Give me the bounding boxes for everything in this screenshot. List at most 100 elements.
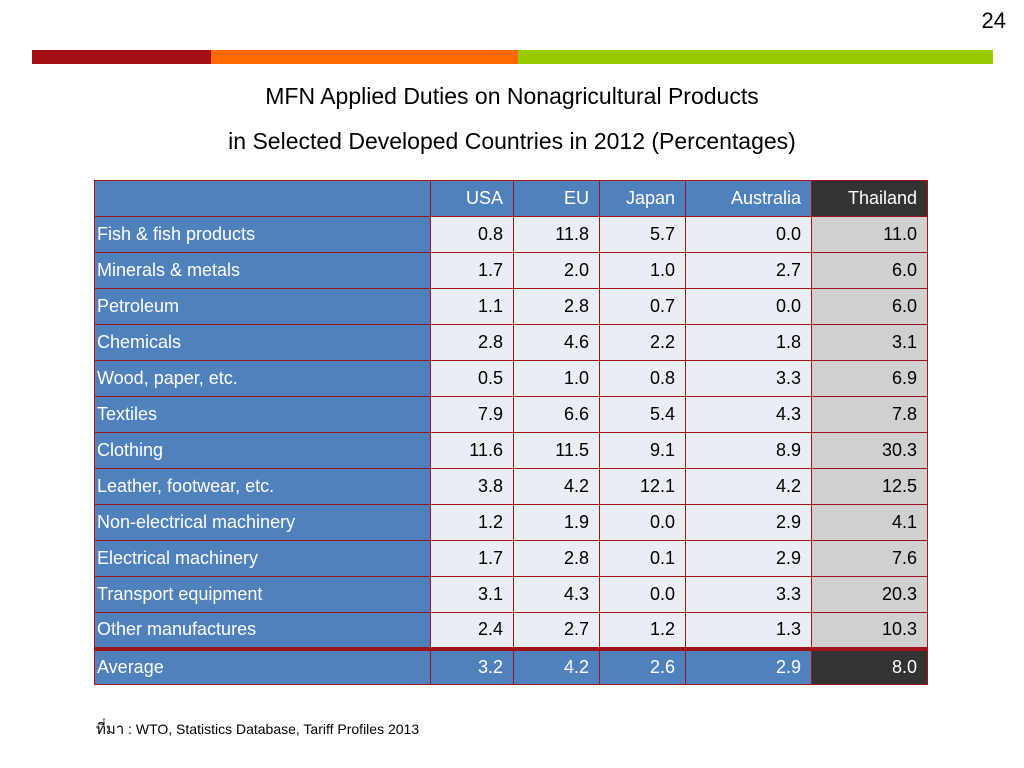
table-row: Textiles 7.9 6.6 5.4 4.3 7.8 (94, 396, 928, 433)
value-cell: 11.8 (513, 216, 600, 253)
value-cell: 3.2 (430, 646, 514, 685)
header-corner (94, 180, 431, 217)
source-note: ที่มา : WTO, Statistics Database, Tariff… (96, 717, 419, 741)
row-label: Electrical machinery (94, 540, 431, 577)
table-row: Minerals & metals 1.7 2.0 1.0 2.7 6.0 (94, 252, 928, 289)
value-cell: 4.2 (513, 468, 600, 505)
value-cell: 1.9 (513, 504, 600, 541)
value-cell: 5.4 (599, 396, 686, 433)
value-cell: 0.8 (430, 216, 514, 253)
value-cell: 20.3 (811, 576, 928, 613)
table-row: Leather, footwear, etc. 3.8 4.2 12.1 4.2 12.5 (94, 468, 928, 505)
value-cell: 7.8 (811, 396, 928, 433)
value-cell: 8.9 (685, 432, 812, 469)
value-cell: 1.7 (430, 540, 514, 577)
row-label: Fish & fish products (94, 216, 431, 253)
header-thailand: Thailand (811, 180, 928, 217)
value-cell: 3.3 (685, 576, 812, 613)
value-cell: 2.9 (685, 540, 812, 577)
row-label: Average (94, 646, 431, 685)
title-line-1: MFN Applied Duties on Nonagricultural Pr… (265, 83, 759, 109)
table-row: Electrical machinery 1.7 2.8 0.1 2.9 7.6 (94, 540, 928, 577)
value-cell: 4.2 (513, 646, 600, 685)
row-label: Wood, paper, etc. (94, 360, 431, 397)
table-row: Wood, paper, etc. 0.5 1.0 0.8 3.3 6.9 (94, 360, 928, 397)
value-cell: 3.3 (685, 360, 812, 397)
value-cell: 4.3 (513, 576, 600, 613)
value-cell: 1.2 (599, 612, 686, 649)
page-number: 24 (981, 8, 1006, 33)
header-japan: Japan (599, 180, 686, 217)
value-cell: 12.5 (811, 468, 928, 505)
value-cell: 2.6 (599, 646, 686, 685)
value-cell: 2.7 (685, 252, 812, 289)
value-cell: 1.0 (599, 252, 686, 289)
value-cell: 2.7 (513, 612, 600, 649)
tariff-table: USA EU Japan Australia Thailand Fish & f… (94, 180, 928, 685)
value-cell: 3.8 (430, 468, 514, 505)
value-cell: 2.0 (513, 252, 600, 289)
value-cell: 6.0 (811, 288, 928, 325)
value-cell: 1.1 (430, 288, 514, 325)
table-header-row: USA EU Japan Australia Thailand (94, 180, 928, 217)
row-label: Chemicals (94, 324, 431, 361)
row-label: Leather, footwear, etc. (94, 468, 431, 505)
value-cell: 6.0 (811, 252, 928, 289)
header-eu: EU (513, 180, 600, 217)
value-cell: 0.0 (599, 576, 686, 613)
bar-segment-green (518, 50, 993, 64)
value-cell: 2.8 (513, 540, 600, 577)
table-row: Other manufactures 2.4 2.7 1.2 1.3 10.3 (94, 612, 928, 649)
value-cell: 1.3 (685, 612, 812, 649)
row-label: Minerals & metals (94, 252, 431, 289)
value-cell: 4.6 (513, 324, 600, 361)
value-cell: 2.8 (513, 288, 600, 325)
value-cell: 5.7 (599, 216, 686, 253)
value-cell: 0.8 (599, 360, 686, 397)
source-text: : WTO, Statistics Database, Tariff Profi… (124, 721, 420, 737)
table-row: Fish & fish products 0.8 11.8 5.7 0.0 11.0 (94, 216, 928, 253)
value-cell: 11.5 (513, 432, 600, 469)
table-row: Clothing 11.6 11.5 9.1 8.9 30.3 (94, 432, 928, 469)
bar-segment-red (32, 50, 211, 64)
value-cell: 11.6 (430, 432, 514, 469)
bar-segment-orange (211, 50, 518, 64)
value-cell: 0.1 (599, 540, 686, 577)
table-row: Non-electrical machinery 1.2 1.9 0.0 2.9 4.1 (94, 504, 928, 541)
value-cell: 7.6 (811, 540, 928, 577)
value-cell: 3.1 (430, 576, 514, 613)
value-cell: 11.0 (811, 216, 928, 253)
row-label: Petroleum (94, 288, 431, 325)
value-cell: 0.5 (430, 360, 514, 397)
source-label: ที่มา (96, 720, 125, 738)
value-cell: 1.2 (430, 504, 514, 541)
value-cell: 2.4 (430, 612, 514, 649)
value-cell: 1.8 (685, 324, 812, 361)
value-cell: 2.9 (685, 504, 812, 541)
value-cell: 0.7 (599, 288, 686, 325)
title-color-bar (32, 50, 993, 64)
average-row: Average 3.2 4.2 2.6 2.9 8.0 (94, 646, 928, 685)
header-usa: USA (430, 180, 514, 217)
value-cell: 9.1 (599, 432, 686, 469)
table-row: Petroleum 1.1 2.8 0.7 0.0 6.0 (94, 288, 928, 325)
value-cell: 6.9 (811, 360, 928, 397)
title-line-2: in Selected Developed Countries in 2012 … (228, 128, 796, 154)
row-label: Clothing (94, 432, 431, 469)
table-row: Chemicals 2.8 4.6 2.2 1.8 3.1 (94, 324, 928, 361)
value-cell: 4.2 (685, 468, 812, 505)
row-label: Textiles (94, 396, 431, 433)
value-cell: 1.0 (513, 360, 600, 397)
slide-title: MFN Applied Duties on Nonagricultural Pr… (0, 84, 1024, 153)
value-cell: 2.9 (685, 646, 812, 685)
value-cell: 3.1 (811, 324, 928, 361)
table-row: Transport equipment 3.1 4.3 0.0 3.3 20.3 (94, 576, 928, 613)
value-cell: 4.1 (811, 504, 928, 541)
row-label: Non-electrical machinery (94, 504, 431, 541)
value-cell: 8.0 (811, 646, 928, 685)
value-cell: 2.2 (599, 324, 686, 361)
row-label: Transport equipment (94, 576, 431, 613)
value-cell: 7.9 (430, 396, 514, 433)
value-cell: 10.3 (811, 612, 928, 649)
value-cell: 2.8 (430, 324, 514, 361)
